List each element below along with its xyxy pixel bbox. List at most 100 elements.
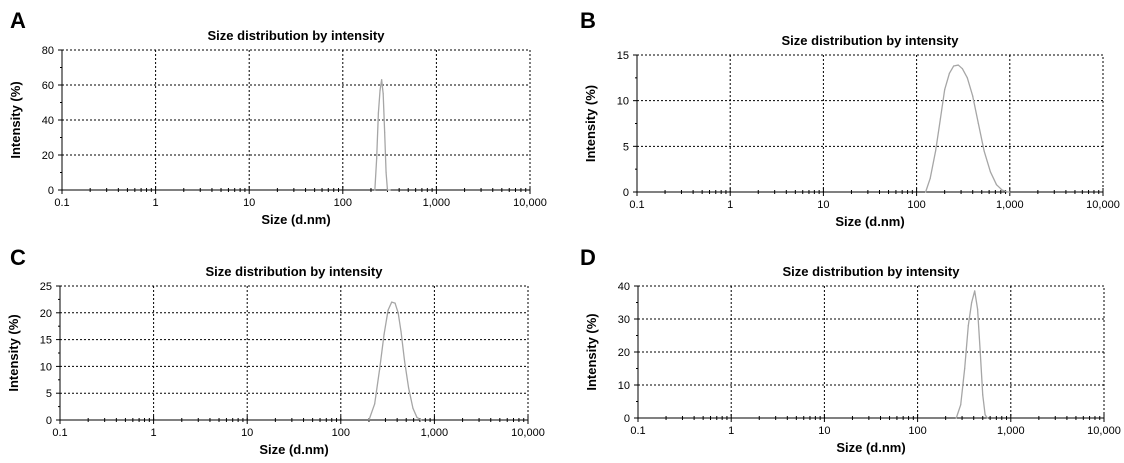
x-tick-label: 0.1 — [629, 199, 644, 211]
data-point — [1007, 191, 1009, 193]
x-tick-label: 1,000 — [423, 197, 451, 209]
data-point — [1009, 191, 1011, 193]
data-point — [397, 312, 399, 314]
data-point — [961, 68, 963, 70]
data-point — [984, 414, 986, 416]
distribution-line — [368, 301, 422, 421]
x-tick-label: 10,000 — [513, 197, 547, 209]
y-tick-label: 0 — [623, 187, 629, 199]
y-tick-label: 20 — [40, 308, 52, 320]
distribution-line — [955, 290, 988, 419]
panel-letter: D — [580, 245, 596, 270]
distribution-line — [925, 64, 1010, 193]
x-tick-label: 0.1 — [52, 427, 67, 439]
data-point — [989, 171, 992, 173]
data-point — [939, 118, 941, 120]
data-point — [986, 417, 988, 419]
data-point — [382, 93, 384, 95]
x-tick-label: 1 — [153, 197, 159, 209]
y-tick-label: 40 — [42, 115, 54, 127]
data-point — [982, 394, 984, 396]
x-tick-label: 10,000 — [1086, 199, 1120, 211]
y-tick-label: 10 — [618, 380, 630, 392]
data-point — [391, 301, 393, 303]
x-tick-label: 1 — [151, 427, 157, 439]
y-tick-label: 0 — [46, 415, 52, 427]
panel-letter: A — [10, 8, 26, 33]
chart-panel-a: A Size distribution by intensity 0.1 1 10 100… — [8, 8, 547, 227]
data-point — [381, 79, 383, 81]
x-axis-label: Size (d.nm) — [835, 214, 904, 229]
chart-title: Size distribution by intensity — [208, 28, 386, 43]
data-point — [953, 65, 955, 67]
x-tick-label: 10 — [241, 427, 253, 439]
data-point — [964, 367, 966, 370]
y-tick-label: 0 — [48, 185, 54, 197]
data-point — [403, 360, 406, 362]
data-point — [368, 419, 370, 421]
data-point — [974, 290, 976, 292]
y-tick-label: 5 — [623, 141, 629, 153]
y-tick-label: 20 — [42, 150, 54, 162]
x-tick-label: 0.1 — [54, 197, 69, 209]
data-point — [983, 150, 985, 152]
data-point — [377, 112, 379, 114]
y-axis-label: Intensity (%) — [8, 81, 23, 158]
y-tick-label: 10 — [40, 361, 52, 373]
y-tick-label: 5 — [46, 388, 52, 400]
distribution-line — [374, 79, 391, 191]
x-tick-label: 10 — [818, 425, 830, 437]
data-point — [976, 308, 979, 310]
data-point — [957, 64, 959, 66]
y-tick-label: 60 — [42, 80, 54, 92]
data-point — [977, 122, 979, 125]
y-tick-label: 40 — [618, 281, 630, 293]
data-point — [383, 333, 385, 335]
y-axis-label: Intensity (%) — [583, 85, 598, 162]
x-axis-label: Size (d.nm) — [836, 440, 905, 455]
data-point — [389, 189, 391, 191]
y-tick-label: 20 — [618, 347, 630, 359]
data-point — [376, 157, 378, 160]
x-tick-label: 1,000 — [996, 199, 1024, 211]
y-tick-label: 25 — [40, 281, 52, 293]
panel-letter: B — [580, 8, 596, 33]
chart-title: Size distribution by intensity — [206, 264, 384, 279]
data-point — [935, 150, 937, 152]
data-point — [384, 131, 386, 133]
data-point — [925, 191, 927, 193]
data-point — [385, 171, 387, 174]
panel-letter: C — [10, 245, 26, 270]
data-point — [386, 189, 389, 191]
y-axis-label: Intensity (%) — [6, 314, 21, 391]
y-tick-label: 0 — [624, 413, 630, 425]
x-axis-label: Size (d.nm) — [259, 442, 328, 457]
data-point — [966, 77, 968, 79]
data-point — [995, 184, 998, 186]
x-tick-label: 100 — [332, 427, 350, 439]
y-tick-label: 10 — [617, 96, 629, 108]
data-point — [412, 407, 414, 409]
y-axis-label: Intensity (%) — [584, 313, 599, 390]
x-tick-label: 1 — [727, 199, 733, 211]
data-point — [420, 419, 422, 421]
plot-area-frame — [59, 285, 529, 421]
data-point — [971, 301, 973, 304]
x-tick-label: 10 — [243, 197, 255, 209]
data-point — [387, 309, 389, 311]
x-tick-label: 100 — [334, 197, 352, 209]
data-point — [944, 89, 946, 91]
data-point — [407, 387, 410, 389]
x-tick-label: 10 — [817, 199, 829, 211]
x-tick-label: 100 — [907, 199, 925, 211]
data-point — [960, 404, 962, 406]
data-point — [374, 189, 376, 191]
x-tick-label: 1,000 — [421, 427, 449, 439]
y-tick-label: 80 — [42, 45, 54, 57]
data-point — [1001, 189, 1003, 191]
x-tick-label: 0.1 — [630, 425, 645, 437]
x-tick-label: 1,000 — [997, 425, 1025, 437]
